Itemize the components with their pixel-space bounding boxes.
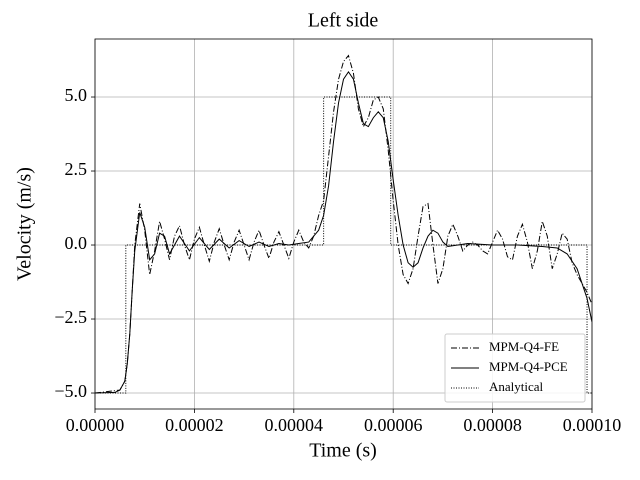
y-tick-label: 0.0 bbox=[65, 233, 88, 253]
x-tick-label: 0.00002 bbox=[165, 415, 224, 435]
plot-lines bbox=[95, 54, 592, 394]
x-tick-label: 0.00010 bbox=[563, 415, 622, 435]
x-tick-label: 0.00006 bbox=[364, 415, 423, 435]
chart-title: Left side bbox=[308, 10, 379, 32]
y-tick-label: −2.5 bbox=[54, 307, 87, 327]
y-tick-label: 5.0 bbox=[65, 85, 88, 105]
x-tick-label: 0.00000 bbox=[66, 415, 125, 435]
y-tick-label: −5.0 bbox=[54, 381, 87, 401]
series-line bbox=[95, 96, 592, 394]
legend-label: MPM-Q4-FE bbox=[489, 339, 559, 354]
legend-label: Analytical bbox=[489, 379, 544, 394]
legend-box bbox=[444, 333, 586, 403]
legend: MPM-Q4-FE MPM-Q4-PCE Analytical bbox=[444, 333, 586, 403]
x-tick-label: 0.00008 bbox=[463, 415, 522, 435]
x-axis-label: Time (s) bbox=[309, 440, 377, 462]
series-line bbox=[95, 54, 592, 394]
legend-label: MPM-Q4-PCE bbox=[489, 359, 568, 374]
series-line bbox=[95, 70, 592, 394]
x-tick-label: 0.00004 bbox=[265, 415, 324, 435]
plot-frame bbox=[94, 38, 593, 410]
y-axis-label: Velocity (m/s) bbox=[14, 167, 36, 281]
y-tick-label: 2.5 bbox=[65, 159, 88, 179]
